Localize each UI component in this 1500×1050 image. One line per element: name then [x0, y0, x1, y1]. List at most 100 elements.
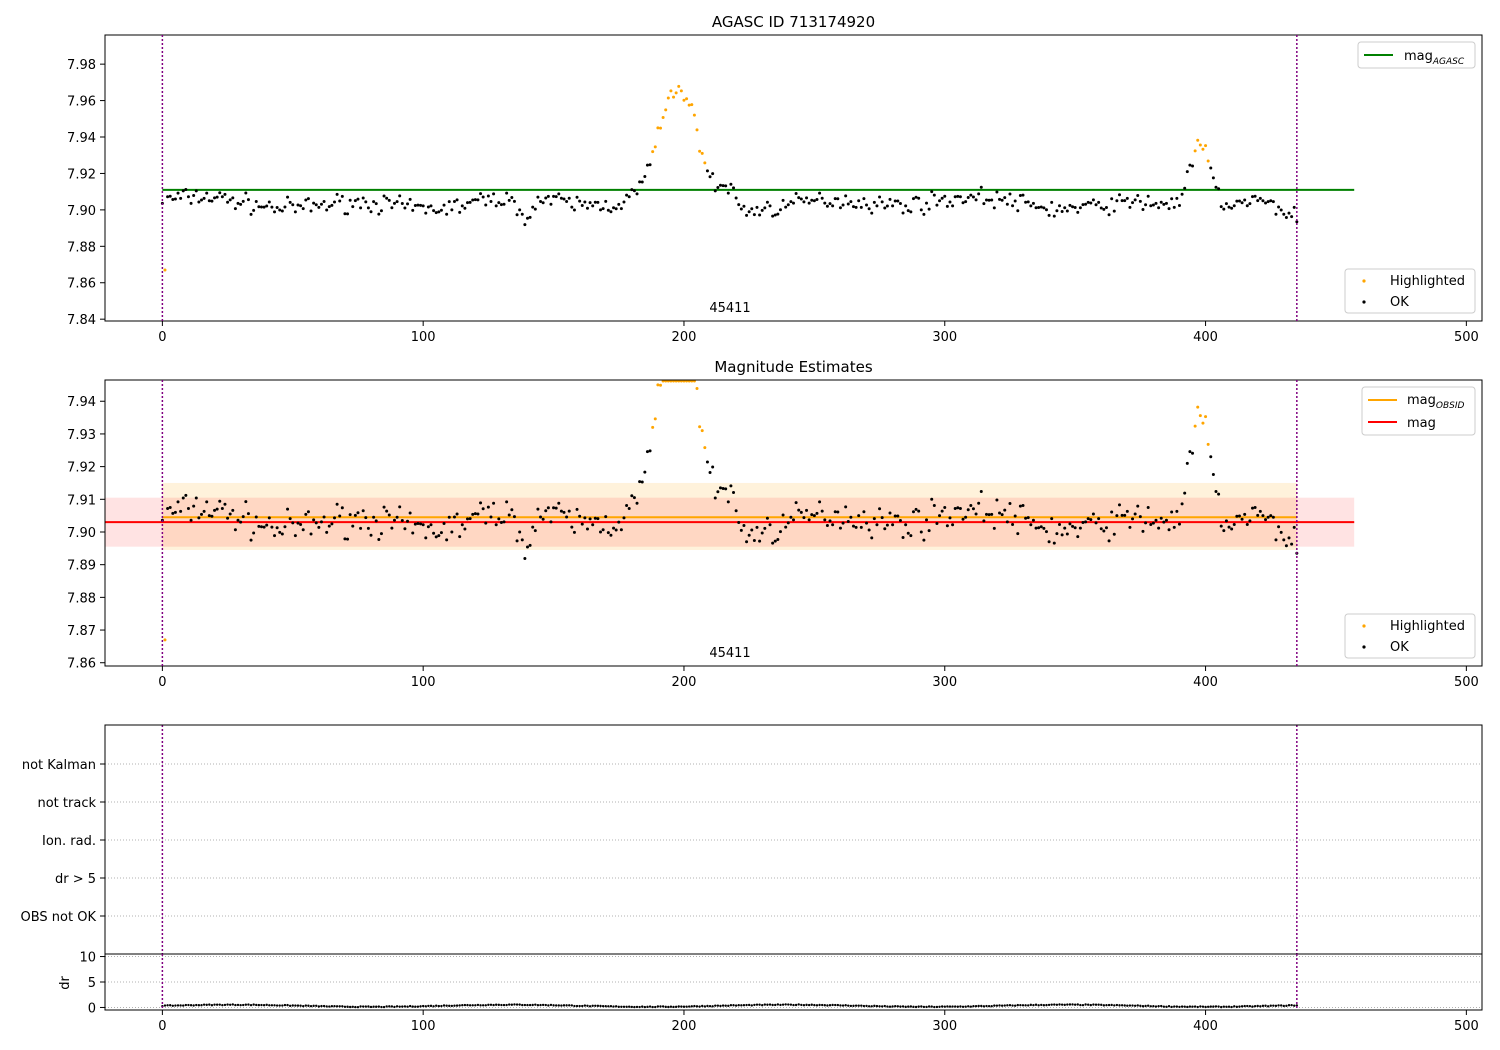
ok-point [301, 207, 305, 211]
highlighted-point [653, 145, 657, 149]
dr-point [1100, 1003, 1103, 1007]
ok-point [630, 494, 634, 498]
ok-point [246, 198, 250, 202]
ok-point [1253, 194, 1257, 198]
ok-point [825, 523, 829, 527]
ok-point [961, 517, 965, 521]
ok-point [416, 521, 420, 525]
dr-point [909, 1005, 913, 1008]
ok-point [314, 521, 318, 525]
dr-point [218, 1003, 221, 1006]
ok-point [818, 500, 822, 504]
ok-point [1282, 212, 1286, 216]
ok-point [273, 534, 277, 538]
ok-point [202, 509, 206, 513]
ok-point [1000, 513, 1004, 517]
dr-point [1285, 1004, 1288, 1008]
ok-point [492, 192, 496, 196]
plot-frame-magnitude [104, 379, 1483, 667]
dr-point [901, 1005, 905, 1008]
ok-point [233, 207, 237, 211]
ok-point [857, 514, 861, 518]
dr-point [1193, 1005, 1197, 1008]
dr-point [1167, 1004, 1171, 1008]
dr-point [1027, 1004, 1030, 1007]
ok-point [377, 212, 381, 216]
ok-point [583, 200, 587, 204]
ok-point [1167, 528, 1171, 532]
ok-point [492, 501, 496, 505]
ok-point [974, 512, 978, 516]
ok-point [259, 525, 263, 529]
legend-upper-agasc: magAGASC [1357, 41, 1476, 69]
y-tick-label: 7.90 [67, 526, 96, 541]
dr-point [1050, 1003, 1053, 1006]
dr-point [1123, 1004, 1126, 1007]
ok-point [520, 538, 524, 542]
ok-point [1151, 521, 1155, 525]
ok-point [398, 505, 402, 509]
ok-point [878, 507, 882, 511]
ok-point [984, 198, 988, 202]
ok-point [1217, 187, 1221, 191]
dr-point [680, 1005, 683, 1008]
ok-point [385, 196, 389, 200]
ok-point [486, 505, 490, 509]
dr-point [461, 1003, 464, 1007]
dr-point [646, 1005, 649, 1009]
ok-point [1136, 193, 1140, 197]
ok-point [591, 204, 595, 208]
ok-point [317, 525, 321, 529]
ok-point [927, 529, 931, 533]
ok-point [880, 200, 884, 204]
ok-point [325, 530, 329, 534]
ok-point [898, 202, 902, 206]
dr-point [836, 1003, 840, 1007]
dr-point [1000, 1004, 1004, 1007]
dr-point [476, 1003, 480, 1007]
ok-point [612, 526, 616, 530]
dr-point [995, 1004, 999, 1007]
ok-point [867, 528, 871, 532]
ok-point [1219, 524, 1223, 528]
dr-point [497, 1003, 501, 1007]
dr-point [917, 1005, 920, 1008]
dr-point [541, 1003, 545, 1007]
dr-point [860, 1004, 863, 1007]
dr-point [484, 1004, 487, 1007]
ok-point [497, 201, 501, 205]
ok-point [784, 525, 788, 529]
dr-point [427, 1004, 430, 1008]
y-tick-label: 7.90 [67, 204, 96, 219]
ok-point [374, 519, 378, 523]
ok-point [909, 534, 913, 538]
dr-point [896, 1005, 900, 1008]
highlighted-point [651, 425, 655, 429]
dr-point [630, 1005, 634, 1009]
ok-point [325, 208, 329, 212]
dr-point [262, 1003, 266, 1007]
dr-point [1040, 1003, 1043, 1007]
dr-point [380, 1005, 383, 1009]
dr-point [1243, 1004, 1246, 1008]
dr-point [654, 1005, 657, 1009]
dr-point [633, 1005, 636, 1009]
ok-point [640, 180, 644, 184]
ok-point [802, 200, 806, 204]
ok-point [1251, 506, 1254, 510]
ok-point [330, 522, 334, 526]
ok-point [1078, 526, 1082, 530]
ok-point [1258, 196, 1262, 200]
dr-point [228, 1003, 232, 1006]
x-tick-label: 100 [411, 1019, 436, 1034]
ok-point [1068, 522, 1072, 526]
y-tick-label: 7.96 [67, 95, 96, 110]
ok-point [210, 199, 214, 203]
dr-point [393, 1005, 396, 1009]
dr-point [166, 1004, 169, 1007]
ok-point [419, 203, 423, 207]
ok-point [1005, 520, 1009, 524]
dr-point [315, 1004, 318, 1007]
dr-point [880, 1005, 884, 1008]
ok-point [643, 470, 647, 474]
